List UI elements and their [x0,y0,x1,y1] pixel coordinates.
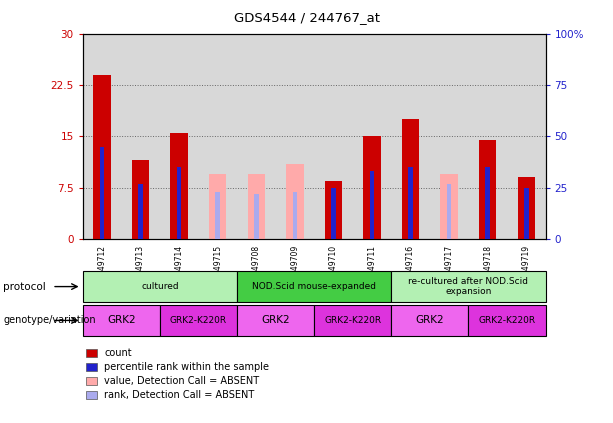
Bar [170,133,188,239]
Text: protocol: protocol [3,282,46,291]
Bar [408,167,413,239]
Bar [83,305,160,336]
Text: re-cultured after NOD.Scid
expansion: re-cultured after NOD.Scid expansion [408,277,528,296]
Bar [292,192,297,239]
Text: percentile rank within the sample: percentile rank within the sample [104,362,269,372]
Bar [139,184,143,239]
Bar [248,174,265,239]
Bar [93,75,111,239]
Bar [391,305,468,336]
Text: GDS4544 / 244767_at: GDS4544 / 244767_at [234,11,379,24]
Text: GRK2-K220R: GRK2-K220R [324,316,381,325]
Bar [524,188,528,239]
Bar [254,194,259,239]
Bar [286,164,303,239]
Text: count: count [104,348,132,358]
Bar [479,140,497,239]
Text: GRK2: GRK2 [416,316,444,325]
Bar [237,305,314,336]
Text: cultured: cultured [141,282,179,291]
Bar [215,192,220,239]
Bar [468,305,546,336]
Bar [160,305,237,336]
Text: genotype/variation: genotype/variation [3,316,96,325]
Text: GRK2-K220R: GRK2-K220R [170,316,227,325]
Bar [177,167,181,239]
Bar [325,181,342,239]
Bar [447,184,451,239]
Bar [370,171,375,239]
Text: value, Detection Call = ABSENT: value, Detection Call = ABSENT [104,376,259,386]
Bar [209,174,226,239]
Bar [314,305,391,336]
Text: rank, Detection Call = ABSENT: rank, Detection Call = ABSENT [104,390,254,400]
Bar [517,178,535,239]
Bar [441,174,458,239]
Bar [100,147,104,239]
Bar [364,137,381,239]
Bar [391,271,546,302]
Text: GRK2: GRK2 [261,316,290,325]
Text: NOD.Scid mouse-expanded: NOD.Scid mouse-expanded [252,282,376,291]
Text: GRK2-K220R: GRK2-K220R [478,316,536,325]
Bar [485,167,490,239]
Bar [402,119,419,239]
Bar [132,160,150,239]
Bar [331,188,336,239]
Bar [237,271,391,302]
Text: GRK2: GRK2 [107,316,135,325]
Bar [83,271,237,302]
